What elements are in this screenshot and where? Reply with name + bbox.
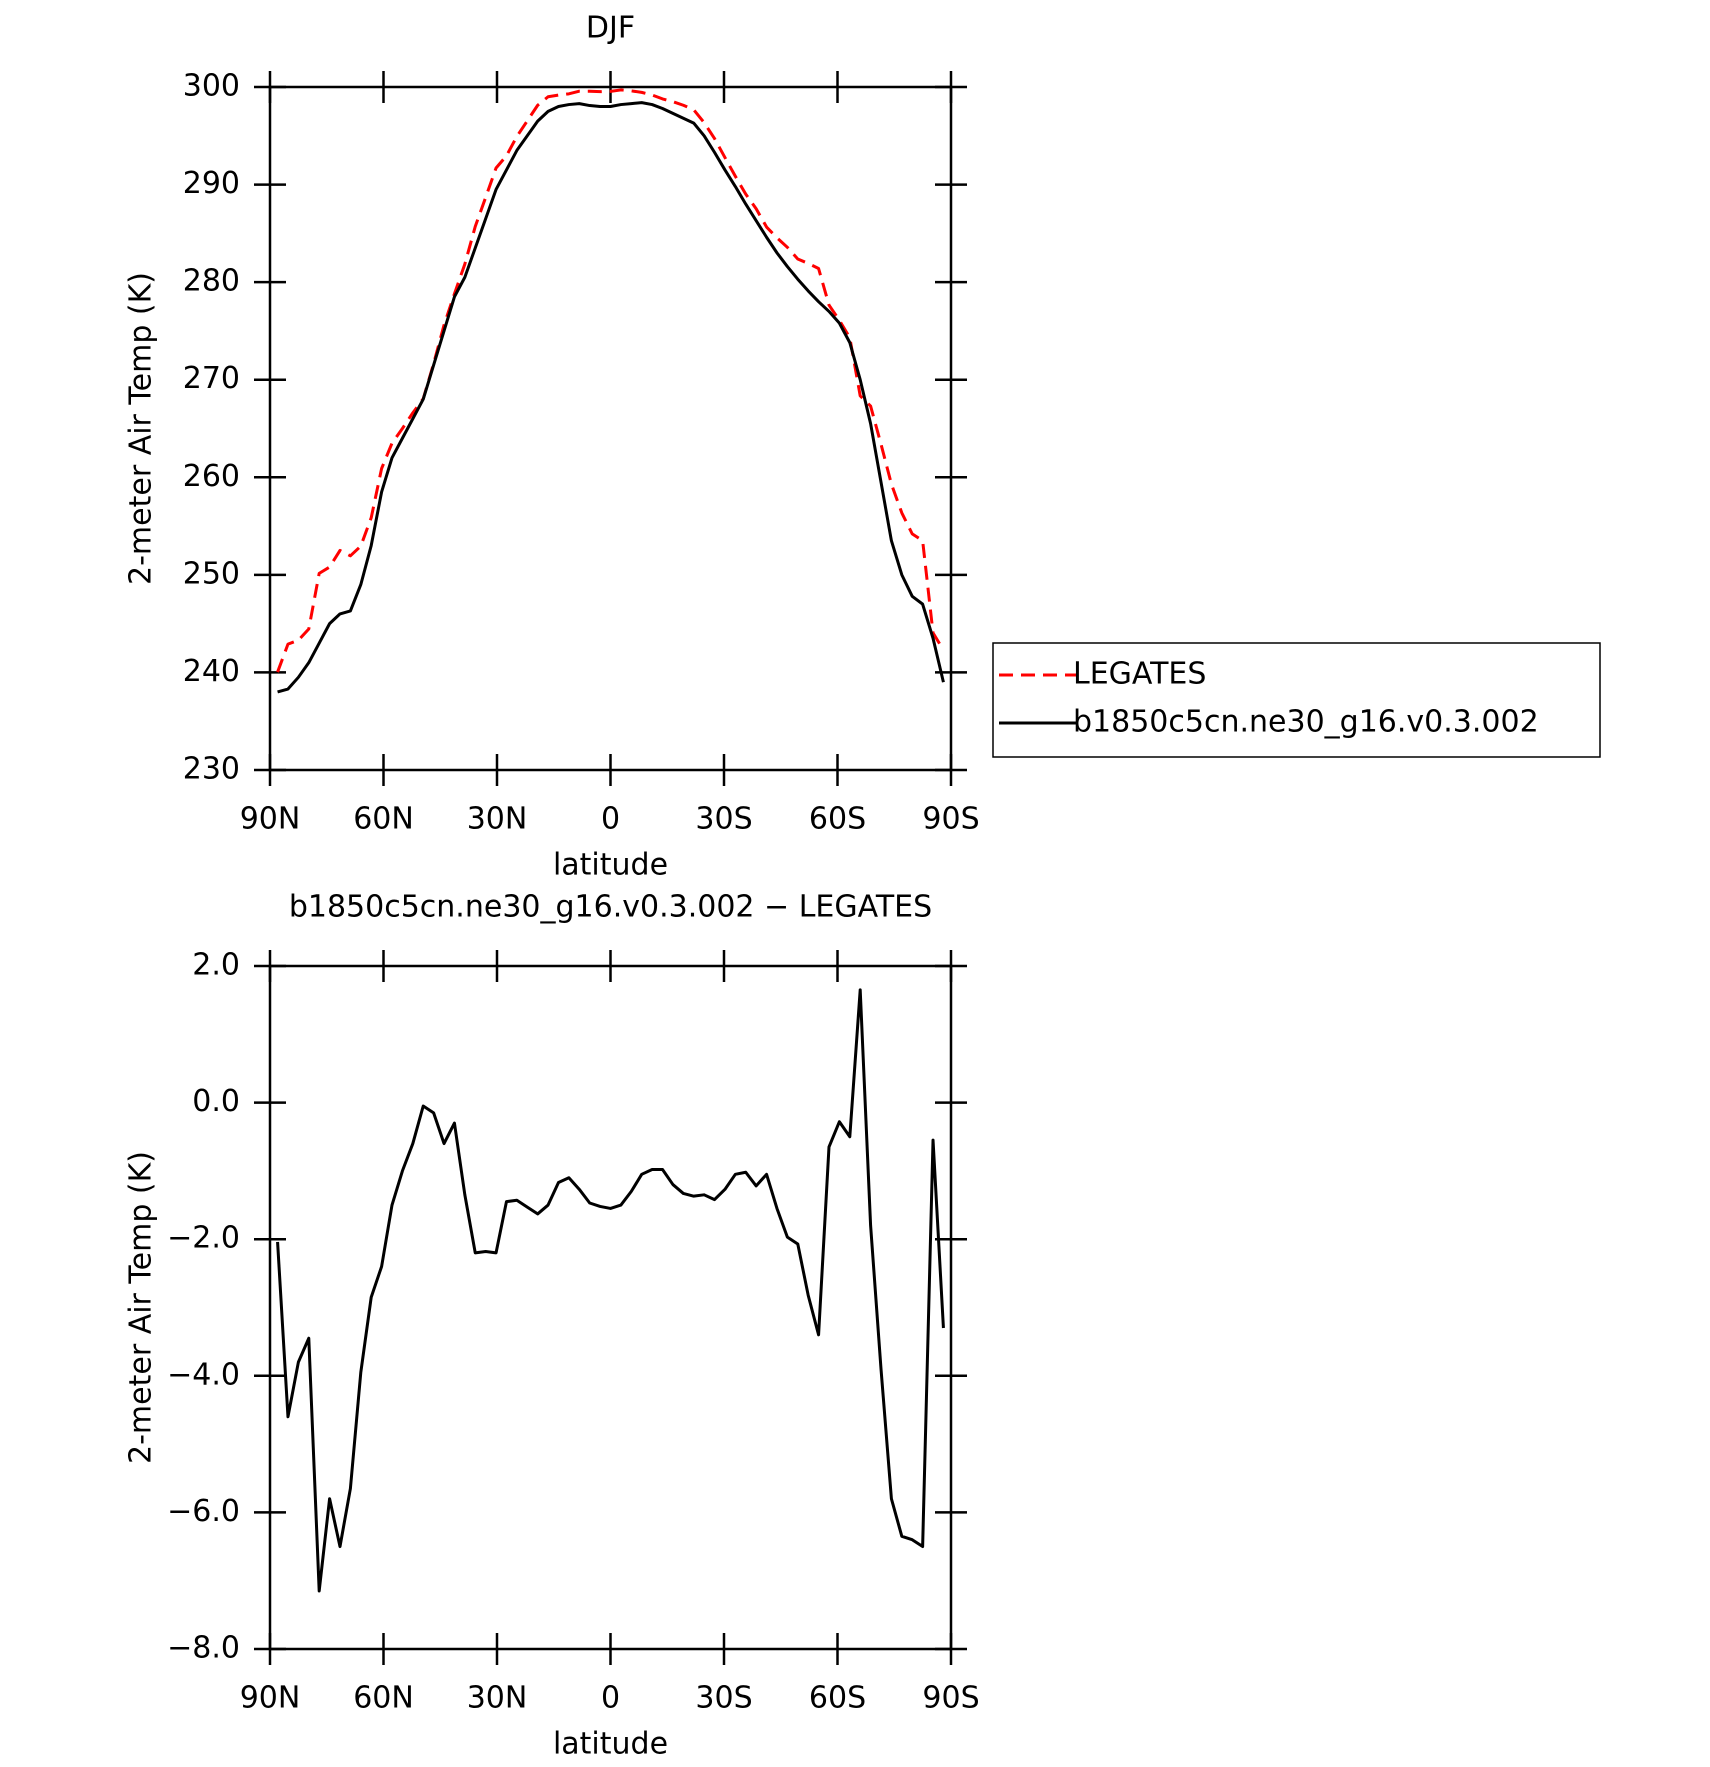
y-tick-label: 2.0 bbox=[192, 948, 240, 983]
x-tick-label: 60S bbox=[809, 802, 866, 837]
legend-label: LEGATES bbox=[1073, 657, 1206, 692]
x-tick-label: 0 bbox=[601, 1681, 620, 1716]
data-line bbox=[276, 88, 945, 673]
y-axis-label: 2-meter Air Temp (K) bbox=[124, 1151, 159, 1464]
legend-box bbox=[992, 642, 1601, 758]
x-tick-label: 90N bbox=[240, 802, 301, 837]
x-tick-label: 90S bbox=[922, 802, 979, 837]
y-tick-label: −4.0 bbox=[167, 1357, 240, 1392]
y-tick-label: 300 bbox=[183, 69, 240, 104]
x-tick-label: 0 bbox=[601, 802, 620, 837]
data-line bbox=[277, 101, 945, 694]
legend-label: b1850c5cn.ne30_g16.v0.3.002 bbox=[1073, 705, 1539, 740]
x-axis-label: latitude bbox=[553, 848, 668, 883]
y-tick-label: −2.0 bbox=[167, 1221, 240, 1256]
plot-frame bbox=[268, 964, 953, 1651]
y-tick-label: 230 bbox=[183, 752, 240, 787]
y-tick-label: 250 bbox=[183, 556, 240, 591]
data-line bbox=[276, 988, 945, 1593]
x-tick-label: 60S bbox=[809, 1681, 866, 1716]
y-tick-label: 290 bbox=[183, 166, 240, 201]
plot-frame bbox=[268, 85, 953, 772]
y-tick-label: 280 bbox=[183, 264, 240, 299]
y-axis-label: 2-meter Air Temp (K) bbox=[124, 272, 159, 585]
x-tick-label: 90N bbox=[240, 1681, 301, 1716]
x-tick-label: 30N bbox=[467, 1681, 528, 1716]
x-tick-label: 30S bbox=[695, 1681, 752, 1716]
y-tick-label: −8.0 bbox=[167, 1631, 240, 1666]
y-tick-label: 240 bbox=[183, 654, 240, 689]
x-tick-label: 30N bbox=[467, 802, 528, 837]
x-tick-label: 60N bbox=[353, 1681, 414, 1716]
x-tick-label: 90S bbox=[922, 1681, 979, 1716]
x-tick-label: 60N bbox=[353, 802, 414, 837]
y-tick-label: 270 bbox=[183, 361, 240, 396]
chart-title: b1850c5cn.ne30_g16.v0.3.002 − LEGATES bbox=[289, 890, 932, 925]
y-tick-label: −6.0 bbox=[167, 1494, 240, 1529]
chart-title: DJF bbox=[586, 11, 635, 46]
y-tick-label: 260 bbox=[183, 459, 240, 494]
y-tick-label: 0.0 bbox=[192, 1084, 240, 1119]
x-tick-label: 30S bbox=[695, 802, 752, 837]
x-axis-label: latitude bbox=[553, 1727, 668, 1762]
